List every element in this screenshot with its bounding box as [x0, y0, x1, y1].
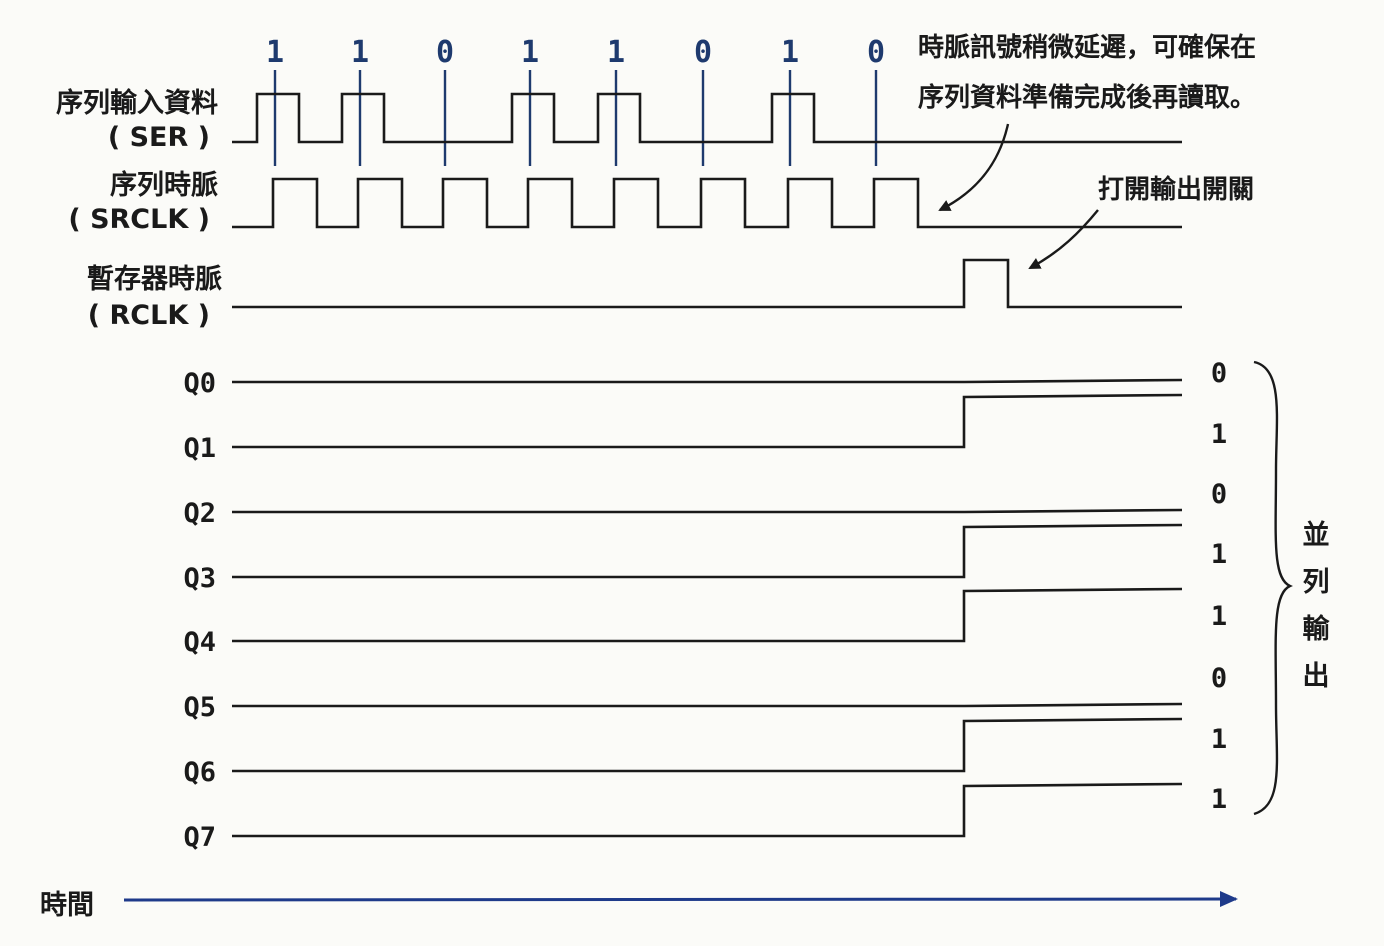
rclk-abbr-label: ( RCLK ) — [88, 300, 210, 331]
output-waveform — [232, 508, 1183, 514]
delay-note-arrow — [938, 123, 1010, 212]
output-value: 1 — [1211, 784, 1227, 815]
serial-bit: 1 — [521, 35, 539, 70]
srclk-abbr-label: ( SRCLK ) — [68, 204, 210, 235]
output-label: Q4 — [183, 627, 216, 658]
output-value: 0 — [1211, 358, 1227, 389]
output-label: Q3 — [183, 563, 216, 594]
parallel-output-brace — [1253, 360, 1293, 816]
serial-bit: 1 — [607, 35, 625, 70]
parallel-output-char: 列 — [1303, 567, 1330, 598]
serial-bit: 1 — [781, 35, 799, 70]
output-waveform — [232, 378, 1183, 384]
serial-bit: 0 — [436, 35, 454, 70]
output-label: Q5 — [183, 692, 216, 723]
output-value: 1 — [1211, 724, 1227, 755]
serial-bit-group: 1 1 0 1 1 0 1 0 — [266, 35, 885, 70]
srclk-waveform — [232, 177, 1182, 229]
ser-label: 序列輸入資料 — [56, 87, 218, 119]
delay-note-line-2: 序列資料準備完成後再讀取。 — [918, 82, 1256, 113]
output-label: Q1 — [183, 433, 216, 464]
serial-bit: 0 — [867, 35, 885, 70]
output-waveform — [232, 717, 1183, 773]
serial-bit: 0 — [694, 35, 712, 70]
output-enable-note: 打開輸出開關 — [1098, 174, 1254, 205]
output-label: Q6 — [183, 757, 216, 788]
output-value: 0 — [1211, 663, 1227, 694]
time-axis-label: 時間 — [40, 890, 94, 921]
output-value: 1 — [1211, 601, 1227, 632]
sampling-marker-group — [273, 70, 878, 166]
output-waveform — [232, 587, 1183, 643]
output-waveform — [232, 782, 1183, 838]
output-waveform — [232, 393, 1183, 449]
serial-bit: 1 — [266, 35, 284, 70]
output-value: 0 — [1211, 479, 1227, 510]
srclk-label: 序列時脈 — [110, 169, 218, 201]
serial-bit: 1 — [351, 35, 369, 70]
output-label: Q2 — [183, 498, 216, 529]
parallel-output-char: 並 — [1303, 520, 1330, 551]
output-value: 1 — [1211, 419, 1227, 450]
output-label: Q7 — [183, 822, 216, 853]
output-waveform — [232, 702, 1183, 708]
output-label: Q0 — [183, 368, 216, 399]
rclk-waveform — [232, 258, 1182, 309]
rclk-label: 暫存器時脈 — [87, 264, 222, 295]
delay-note-line-1: 時脈訊號稍微延遲，可確保在 — [918, 32, 1256, 63]
output-waveform — [232, 523, 1183, 579]
output-group: Q0 0 Q1 1 Q2 0 Q3 1 Q4 1 Q5 0 Q6 1 Q7 1 — [183, 358, 1227, 853]
output-value: 1 — [1211, 539, 1227, 570]
ser-waveform — [232, 92, 1182, 144]
parallel-output-char: 出 — [1303, 661, 1330, 692]
time-axis-arrow — [123, 891, 1238, 908]
ser-abbr-label: ( SER ) — [108, 122, 210, 153]
output-enable-arrow — [1028, 209, 1099, 270]
parallel-output-char: 輸 — [1303, 613, 1331, 645]
